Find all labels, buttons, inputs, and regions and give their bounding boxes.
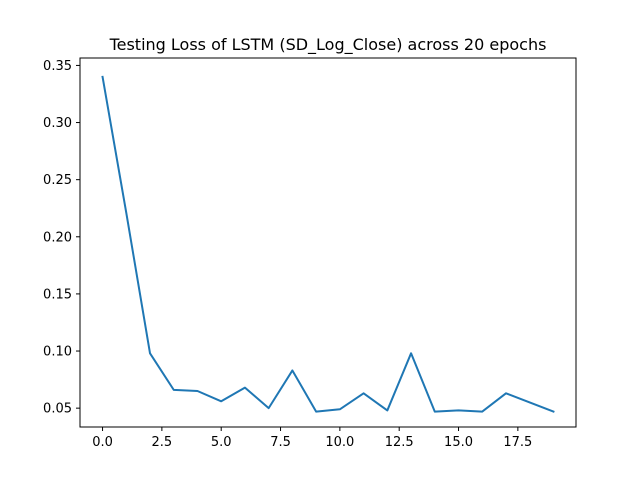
data-point bbox=[505, 392, 507, 394]
data-point bbox=[529, 401, 531, 403]
y-tick-label: 0.20 bbox=[43, 230, 72, 245]
data-point bbox=[458, 409, 460, 411]
data-point bbox=[173, 389, 175, 391]
data-point bbox=[149, 352, 151, 354]
x-tick-label: 15.0 bbox=[444, 435, 473, 450]
data-point bbox=[410, 352, 412, 354]
x-tick-label: 7.5 bbox=[270, 435, 291, 450]
x-tick-label: 0.0 bbox=[92, 435, 113, 450]
axis-ticks: 0.0 2.5 5.0 7.5 10.0 12.5 15.0 17.5 0.05 0.10 0.15… bbox=[43, 59, 532, 450]
y-tick-label: 0.25 bbox=[43, 173, 72, 188]
x-tick-label: 10.0 bbox=[325, 435, 354, 450]
y-tick-label: 0.30 bbox=[43, 116, 72, 131]
data-point bbox=[244, 387, 246, 389]
data-point bbox=[481, 411, 483, 413]
y-tick-label: 0.10 bbox=[43, 345, 72, 360]
series-line bbox=[101, 75, 555, 413]
data-point bbox=[125, 212, 127, 214]
data-point bbox=[291, 369, 293, 371]
data-point bbox=[339, 408, 341, 410]
data-point bbox=[315, 411, 317, 413]
x-tick-label: 17.5 bbox=[503, 435, 532, 450]
y-tick-label: 0.15 bbox=[43, 287, 72, 302]
data-point bbox=[434, 411, 436, 413]
data-point bbox=[363, 392, 365, 394]
data-point bbox=[196, 390, 198, 392]
data-point bbox=[386, 409, 388, 411]
data-point bbox=[220, 400, 222, 402]
data-point bbox=[268, 407, 270, 409]
chart-title: Testing Loss of LSTM (SD_Log_Close) acro… bbox=[109, 35, 547, 55]
data-point bbox=[552, 411, 554, 413]
x-tick-label: 12.5 bbox=[385, 435, 414, 450]
data-point bbox=[102, 76, 104, 78]
x-tick-label: 2.5 bbox=[152, 435, 173, 450]
y-tick-label: 0.35 bbox=[43, 59, 72, 74]
y-tick-label: 0.05 bbox=[43, 402, 72, 417]
axes-frame bbox=[79, 57, 577, 428]
plot-area bbox=[101, 75, 555, 413]
x-tick-label: 5.0 bbox=[211, 435, 232, 450]
